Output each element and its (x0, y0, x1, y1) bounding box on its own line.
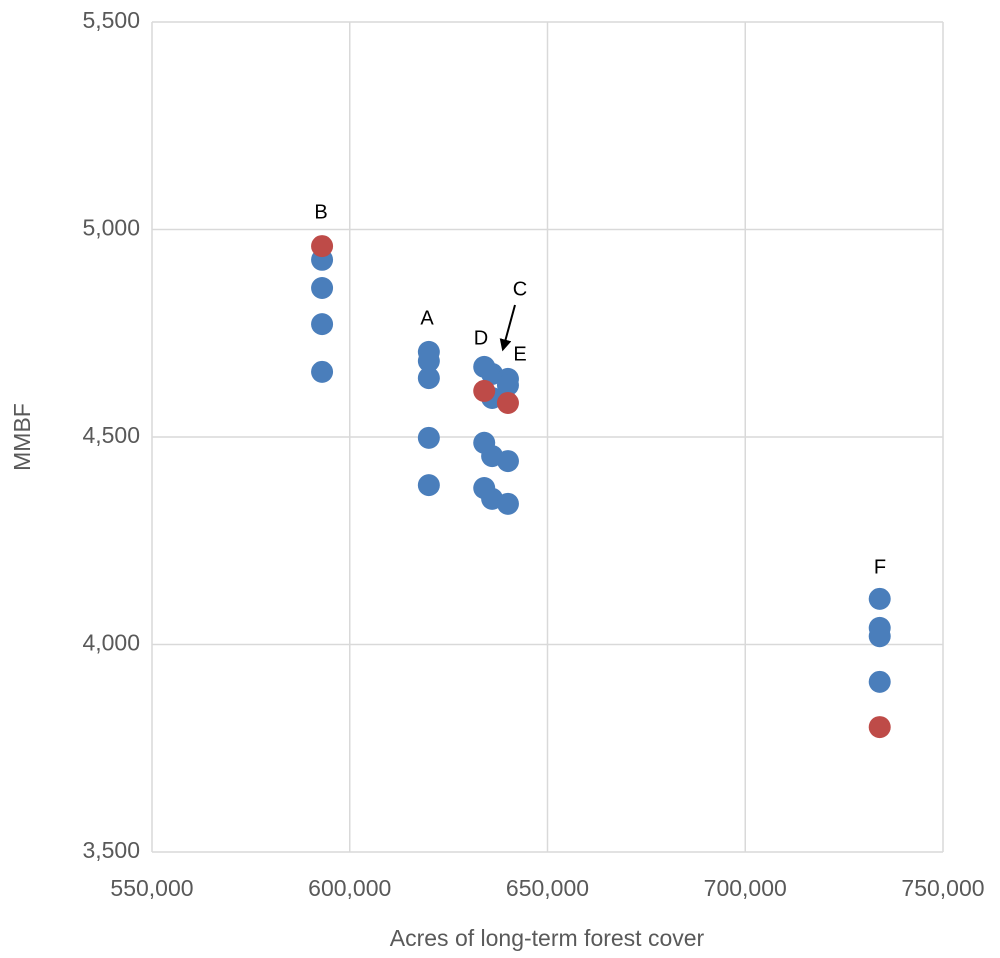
annotation: F (874, 556, 886, 578)
annotation: B (314, 201, 327, 223)
annotation-arrow (499, 304, 516, 352)
y-tick-label: 4,500 (82, 422, 140, 448)
point (868, 670, 891, 693)
annotation: C (513, 278, 527, 300)
x-axis-title: Acres of long-term forest cover (390, 925, 705, 951)
x-tick-label: 600,000 (308, 875, 391, 901)
point (311, 277, 334, 300)
point (417, 426, 440, 449)
point (868, 625, 891, 648)
point (496, 391, 519, 414)
point (496, 450, 519, 473)
y-tick-label: 5,500 (82, 7, 140, 33)
x-tick-label: 650,000 (506, 875, 589, 901)
annotation: D (474, 327, 488, 349)
point (417, 367, 440, 390)
point (417, 474, 440, 497)
point (868, 716, 891, 739)
x-tick-label: 700,000 (704, 875, 787, 901)
y-tick-label: 3,500 (82, 837, 140, 863)
x-tick-label: 750,000 (901, 875, 984, 901)
point (417, 350, 440, 373)
y-tick-label: 5,000 (82, 215, 140, 241)
point (311, 235, 334, 258)
annotation: E (513, 343, 526, 365)
point (311, 313, 334, 336)
y-axis-title: MMBF (9, 403, 35, 471)
point (868, 587, 891, 610)
y-tick-label: 4,000 (82, 630, 140, 656)
point (311, 360, 334, 383)
annotation: A (420, 307, 434, 329)
x-tick-label: 550,000 (110, 875, 193, 901)
point (496, 374, 519, 397)
point (496, 492, 519, 515)
point (473, 379, 496, 402)
